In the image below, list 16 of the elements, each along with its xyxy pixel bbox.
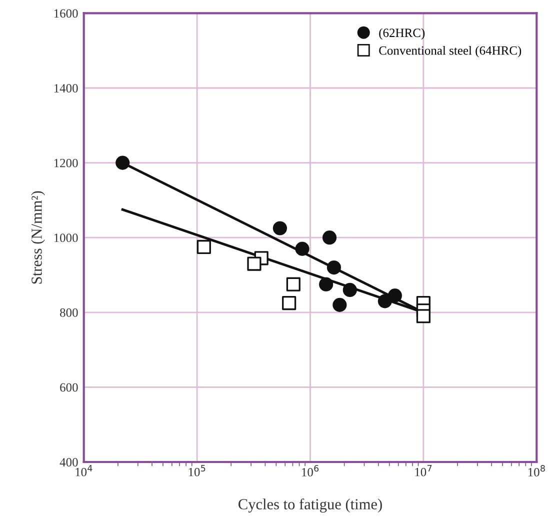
y-tick-label: 1000 xyxy=(54,234,78,242)
legend-label: Conventional steel (64HRC) xyxy=(379,46,522,58)
y-tick-label: 800 xyxy=(60,308,78,317)
x-tick-label: 10$^{4}$ xyxy=(76,465,92,476)
x-tick-label: 10$^{7}$ xyxy=(415,465,432,476)
y-axis-title: Stress (N/mm²) xyxy=(31,191,45,284)
x-axis-title: Cycles to fatigue (time) xyxy=(238,498,382,513)
x-tick-label: 10$^{5}$ xyxy=(188,465,206,476)
x-tick-label: 10$^{8}$ xyxy=(528,465,545,476)
y-tick-label: 1600 xyxy=(54,9,78,18)
legend-label: (62HRC) xyxy=(379,28,425,40)
y-tick-label: 400 xyxy=(60,458,78,466)
y-tick-label: 600 xyxy=(60,383,78,392)
x-tick-label: 10$^{6}$ xyxy=(302,465,319,476)
y-tick-label: 1400 xyxy=(54,84,78,92)
y-tick-label: 1200 xyxy=(54,158,78,168)
